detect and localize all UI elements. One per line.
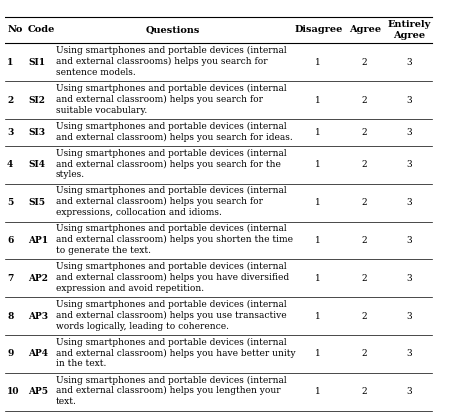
Text: 3: 3 xyxy=(406,236,412,245)
Text: and external classroom) helps you shorten the time: and external classroom) helps you shorte… xyxy=(56,235,293,244)
Text: 2: 2 xyxy=(7,96,13,105)
Text: 1: 1 xyxy=(315,198,321,207)
Text: and external classroom) helps you search for: and external classroom) helps you search… xyxy=(56,197,263,206)
Text: 1: 1 xyxy=(315,160,321,169)
Text: 4: 4 xyxy=(7,160,13,169)
Text: suitable vocabulary.: suitable vocabulary. xyxy=(56,106,147,115)
Text: 2: 2 xyxy=(362,312,367,321)
Text: AP2: AP2 xyxy=(28,274,48,283)
Text: Entirely
Agree: Entirely Agree xyxy=(387,20,430,40)
Text: 1: 1 xyxy=(315,312,321,321)
Text: Code: Code xyxy=(28,26,55,34)
Text: 3: 3 xyxy=(406,312,412,321)
Text: 1: 1 xyxy=(315,349,321,359)
Text: Using smartphones and portable devices (internal: Using smartphones and portable devices (… xyxy=(56,186,286,195)
Text: Using smartphones and portable devices (internal: Using smartphones and portable devices (… xyxy=(56,224,286,233)
Text: Using smartphones and portable devices (internal: Using smartphones and portable devices (… xyxy=(56,148,286,158)
Text: 2: 2 xyxy=(362,274,367,283)
Text: and external classroom) helps you have diversified: and external classroom) helps you have d… xyxy=(56,273,289,282)
Text: 3: 3 xyxy=(406,58,412,67)
Text: 6: 6 xyxy=(7,236,13,245)
Text: No: No xyxy=(7,26,22,34)
Text: styles.: styles. xyxy=(56,170,85,179)
Text: 2: 2 xyxy=(362,128,367,137)
Text: 3: 3 xyxy=(406,128,412,137)
Text: AP1: AP1 xyxy=(28,236,48,245)
Text: sentence models.: sentence models. xyxy=(56,68,136,77)
Text: and external classroom) helps you lengthen your: and external classroom) helps you length… xyxy=(56,386,281,396)
Text: Agree: Agree xyxy=(349,26,381,34)
Text: 9: 9 xyxy=(7,349,13,359)
Text: 2: 2 xyxy=(362,58,367,67)
Text: AP5: AP5 xyxy=(28,387,48,396)
Text: Using smartphones and portable devices (internal: Using smartphones and portable devices (… xyxy=(56,122,286,131)
Text: 8: 8 xyxy=(7,312,13,321)
Text: 2: 2 xyxy=(362,96,367,105)
Text: AP4: AP4 xyxy=(28,349,48,359)
Text: Questions: Questions xyxy=(146,26,201,34)
Text: Using smartphones and portable devices (internal: Using smartphones and portable devices (… xyxy=(56,46,286,55)
Text: 3: 3 xyxy=(406,96,412,105)
Text: Using smartphones and portable devices (internal: Using smartphones and portable devices (… xyxy=(56,84,286,93)
Text: words logically, leading to coherence.: words logically, leading to coherence. xyxy=(56,322,229,331)
Text: and external classroom) helps you use transactive: and external classroom) helps you use tr… xyxy=(56,310,286,320)
Text: 1: 1 xyxy=(7,58,13,67)
Text: and external classrooms) helps you search for: and external classrooms) helps you searc… xyxy=(56,57,267,66)
Text: 3: 3 xyxy=(406,349,412,359)
Text: Using smartphones and portable devices (internal: Using smartphones and portable devices (… xyxy=(56,300,286,309)
Text: and external classroom) helps you have better unity: and external classroom) helps you have b… xyxy=(56,349,295,358)
Text: Using smartphones and portable devices (internal: Using smartphones and portable devices (… xyxy=(56,375,286,385)
Text: 2: 2 xyxy=(362,236,367,245)
Text: expression and avoid repetition.: expression and avoid repetition. xyxy=(56,284,204,293)
Text: AP3: AP3 xyxy=(28,312,48,321)
Text: SI2: SI2 xyxy=(28,96,45,105)
Text: SI5: SI5 xyxy=(28,198,45,207)
Text: Using smartphones and portable devices (internal: Using smartphones and portable devices (… xyxy=(56,338,286,347)
Text: 10: 10 xyxy=(7,387,19,396)
Text: text.: text. xyxy=(56,397,77,406)
Text: 2: 2 xyxy=(362,160,367,169)
Text: 7: 7 xyxy=(7,274,13,283)
Text: 3: 3 xyxy=(406,160,412,169)
Text: and external classroom) helps you search for ideas.: and external classroom) helps you search… xyxy=(56,132,292,142)
Text: 3: 3 xyxy=(406,198,412,207)
Text: and external classroom) helps you search for: and external classroom) helps you search… xyxy=(56,95,263,104)
Text: SI4: SI4 xyxy=(28,160,45,169)
Text: SI1: SI1 xyxy=(28,58,45,67)
Text: Using smartphones and portable devices (internal: Using smartphones and portable devices (… xyxy=(56,262,286,271)
Text: 2: 2 xyxy=(362,387,367,396)
Text: 3: 3 xyxy=(406,274,412,283)
Text: SI3: SI3 xyxy=(28,128,45,137)
Text: 1: 1 xyxy=(315,58,321,67)
Text: 1: 1 xyxy=(315,236,321,245)
Text: 3: 3 xyxy=(406,387,412,396)
Text: to generate the text.: to generate the text. xyxy=(56,246,151,255)
Text: in the text.: in the text. xyxy=(56,360,106,368)
Text: expressions, collocation and idioms.: expressions, collocation and idioms. xyxy=(56,208,222,217)
Text: 1: 1 xyxy=(315,96,321,105)
Text: 2: 2 xyxy=(362,349,367,359)
Text: 5: 5 xyxy=(7,198,13,207)
Text: 3: 3 xyxy=(7,128,13,137)
Text: 1: 1 xyxy=(315,387,321,396)
Text: 1: 1 xyxy=(315,274,321,283)
Text: and external classroom) helps you search for the: and external classroom) helps you search… xyxy=(56,159,281,168)
Text: Disagree: Disagree xyxy=(294,26,343,34)
Text: 1: 1 xyxy=(315,128,321,137)
Text: 2: 2 xyxy=(362,198,367,207)
